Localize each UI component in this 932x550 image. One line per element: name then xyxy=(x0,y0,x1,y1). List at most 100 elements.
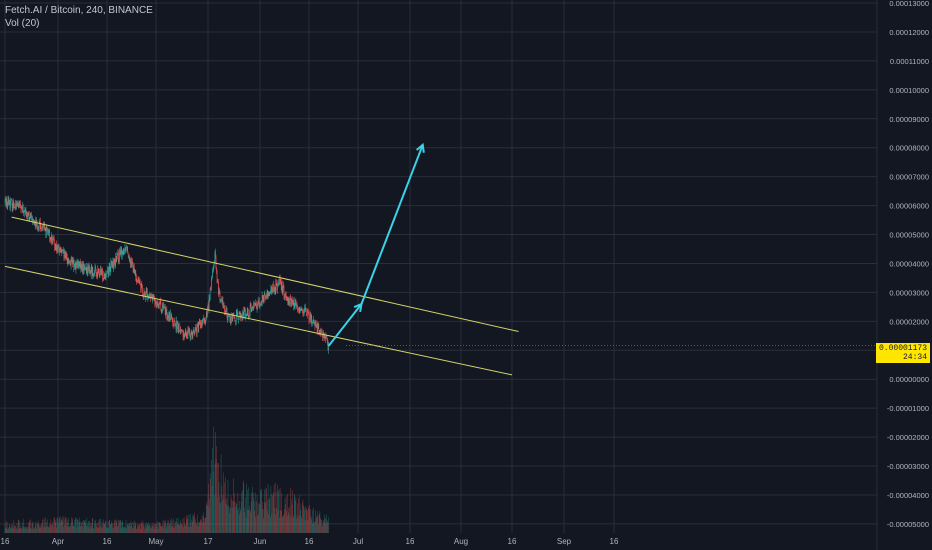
volume-bar xyxy=(72,518,73,533)
candle-body xyxy=(105,275,106,279)
candle-body xyxy=(312,322,313,325)
volume-bar xyxy=(164,524,165,533)
candle-body xyxy=(147,290,148,297)
candle-body xyxy=(203,319,204,320)
volume-bar xyxy=(87,525,88,533)
volume-bar xyxy=(69,527,71,533)
time-axis[interactable]: 16 Apr 16 May 17 Jun 16 Jul 16 Aug 16 Sep 16 xyxy=(1,537,619,546)
volume-bar xyxy=(291,504,293,533)
volume-bar xyxy=(119,520,121,533)
candle-body xyxy=(186,333,187,335)
volume-bar xyxy=(167,520,169,533)
volume-bar xyxy=(243,507,245,533)
volume-bar xyxy=(39,527,41,533)
candle-body xyxy=(285,293,287,299)
candle-body xyxy=(232,315,234,320)
candle-body xyxy=(25,211,27,213)
candle-body xyxy=(245,314,247,317)
candle-body xyxy=(157,302,159,307)
volume-bar xyxy=(119,520,120,533)
candle-body xyxy=(31,215,32,217)
candle-body xyxy=(249,313,250,316)
x-tick-label: May xyxy=(148,537,163,546)
volume-bar xyxy=(286,510,287,533)
y-tick-label: 0.00000000 xyxy=(889,375,929,384)
volume-bar xyxy=(16,523,18,533)
volume-bar xyxy=(76,528,77,533)
volume-bar xyxy=(58,518,60,533)
volume-bar xyxy=(200,519,201,533)
volume-bar xyxy=(124,527,126,533)
volume-bar xyxy=(16,527,17,533)
volume-bar xyxy=(146,527,148,533)
volume-bar xyxy=(251,486,253,533)
volume-bar xyxy=(121,522,123,533)
candle-body xyxy=(188,329,189,333)
candle-body xyxy=(296,304,297,306)
candle-body xyxy=(301,307,302,311)
volume-bar xyxy=(81,525,83,533)
candle-body xyxy=(125,247,127,252)
candle-body xyxy=(204,320,205,324)
candle-body xyxy=(208,297,210,310)
candle-body xyxy=(17,203,18,206)
volume-indicator-label[interactable]: Vol (20) xyxy=(5,18,40,29)
drawings[interactable] xyxy=(4,142,877,376)
volume-bar xyxy=(15,525,16,533)
candle-body xyxy=(228,316,230,317)
symbol-title[interactable]: Fetch.AI / Bitcoin, 240, BINANCE xyxy=(5,5,153,16)
volume-bar xyxy=(246,483,247,533)
volume-bar xyxy=(59,515,61,533)
candle-body xyxy=(301,309,303,311)
volume-bar xyxy=(280,510,281,533)
candle-body xyxy=(147,296,149,300)
volume-bar xyxy=(277,484,278,533)
candle-body xyxy=(182,330,183,332)
volume-bar xyxy=(305,509,307,533)
candle-body xyxy=(316,324,317,327)
candle-body xyxy=(51,236,52,243)
candle-body xyxy=(170,312,172,318)
volume-bar xyxy=(300,504,302,533)
volume-bar xyxy=(55,522,57,533)
candle-body xyxy=(277,283,279,286)
volume-bar xyxy=(64,519,66,533)
candle-body xyxy=(262,295,263,300)
candle-body xyxy=(305,307,306,309)
volume-bar xyxy=(319,510,321,533)
y-tick-label: -0.00001000 xyxy=(887,404,929,413)
volume-bar xyxy=(238,514,240,533)
volume-bar xyxy=(103,523,105,533)
volume-bar xyxy=(111,523,112,533)
candle-body xyxy=(185,330,186,337)
candle-body xyxy=(124,247,126,251)
candle-body xyxy=(69,262,71,264)
candle-body xyxy=(167,316,168,319)
arrow-up-1[interactable] xyxy=(327,303,363,347)
arrow-up-2[interactable] xyxy=(360,144,424,305)
candle-body xyxy=(289,302,290,305)
volume-bar xyxy=(24,528,26,533)
volume-bar xyxy=(114,519,115,533)
volume-bar xyxy=(324,518,326,533)
volume-bar xyxy=(6,527,7,533)
candle-body xyxy=(69,262,70,263)
volume-bar xyxy=(215,459,217,533)
volume-bar xyxy=(145,525,146,533)
channel-lower-line[interactable] xyxy=(4,265,513,376)
candle-body xyxy=(187,329,189,336)
volume-bar xyxy=(262,518,264,533)
volume-bar xyxy=(76,518,78,533)
volume-bar xyxy=(214,463,216,533)
channel-upper-line[interactable] xyxy=(11,216,519,332)
volume-bar xyxy=(13,525,15,533)
volume-bar xyxy=(30,528,31,533)
arrow-up-2-head[interactable] xyxy=(416,142,425,153)
volume-bar xyxy=(33,528,34,533)
candle-body xyxy=(256,303,257,309)
candle-body xyxy=(212,270,214,272)
volume-bar xyxy=(80,521,82,533)
volume-bar xyxy=(326,514,327,533)
volume-bar xyxy=(198,521,200,533)
